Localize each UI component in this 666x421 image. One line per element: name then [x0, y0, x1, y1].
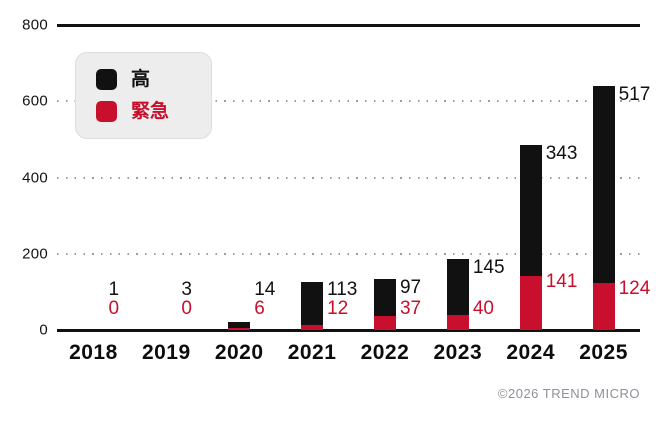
- value-label-high: 97: [399, 276, 422, 298]
- bar-segment-urgent: [519, 276, 542, 330]
- bar-segment-urgent: [228, 327, 251, 330]
- x-axis-line: [57, 328, 640, 332]
- x-axis-label: 2022: [360, 341, 410, 364]
- legend-swatch-high: [96, 69, 117, 90]
- gridline: [57, 176, 640, 179]
- x-axis-label: 2021: [287, 341, 337, 364]
- value-label-urgent: 37: [399, 298, 422, 319]
- legend: 高 緊急: [75, 52, 212, 139]
- bar-2021: [301, 25, 324, 330]
- x-axis-label: 2018: [69, 341, 118, 364]
- gridline: [57, 100, 640, 103]
- value-label-urgent: 12: [327, 298, 349, 319]
- value-label-urgent: 0: [181, 298, 192, 319]
- value-label-high: 145: [472, 257, 505, 279]
- y-axis-tick-label: 200: [22, 245, 48, 263]
- bar-2023: [446, 25, 469, 330]
- value-label-urgent: 124: [618, 277, 651, 299]
- y-axis-tick-label: 800: [22, 16, 48, 34]
- bar-2020: [228, 25, 251, 330]
- legend-item-urgent: 緊急: [96, 101, 211, 122]
- value-label-high: 14: [254, 279, 276, 300]
- top-axis-line: [57, 23, 640, 27]
- bar-segment-high: [592, 85, 615, 283]
- bar-segment-urgent: [592, 282, 615, 330]
- value-label-high: 1: [108, 279, 120, 300]
- bar-2019: [155, 25, 178, 330]
- y-axis-tick-label: 400: [22, 169, 48, 186]
- bar-segment-urgent: [373, 315, 396, 330]
- bar-segment-high: [301, 282, 324, 326]
- x-axis-label: 2023: [433, 341, 483, 364]
- x-axis-label: 2025: [579, 341, 628, 364]
- bar-segment-high: [228, 322, 251, 328]
- y-axis-tick-label: 600: [22, 92, 48, 110]
- legend-label-urgent: 緊急: [131, 101, 170, 122]
- value-label-urgent: 40: [472, 298, 494, 319]
- bar-segment-high: [373, 278, 396, 316]
- bar-2022: [373, 25, 396, 330]
- bar-segment-high: [155, 328, 178, 330]
- legend-label-high: 高: [131, 69, 151, 90]
- value-label-high: 343: [545, 143, 578, 165]
- value-label-high: 517: [618, 83, 651, 105]
- value-label-high: 3: [181, 279, 192, 300]
- bar-segment-high: [446, 259, 469, 315]
- value-label-urgent: 6: [254, 298, 265, 319]
- value-label-urgent: 0: [108, 298, 120, 319]
- x-axis-label: 2020: [214, 341, 264, 364]
- legend-item-high: 高: [96, 69, 211, 90]
- value-label-urgent: 141: [545, 271, 578, 293]
- y-axis-tick-label: 0: [39, 321, 48, 339]
- bar-2018: [82, 25, 105, 330]
- copyright-text: ©2026 TREND MICRO: [497, 386, 640, 401]
- x-axis-label: 2024: [506, 341, 556, 364]
- gridline: [57, 252, 640, 255]
- bar-2024: [519, 25, 542, 330]
- x-axis-label: 2019: [141, 341, 191, 364]
- value-label-high: 113: [327, 279, 358, 300]
- bar-segment-high: [519, 145, 542, 277]
- bar-segment-urgent: [446, 314, 469, 330]
- bar-2025: [592, 25, 615, 330]
- legend-swatch-urgent: [96, 101, 117, 122]
- bar-segment-urgent: [301, 325, 324, 330]
